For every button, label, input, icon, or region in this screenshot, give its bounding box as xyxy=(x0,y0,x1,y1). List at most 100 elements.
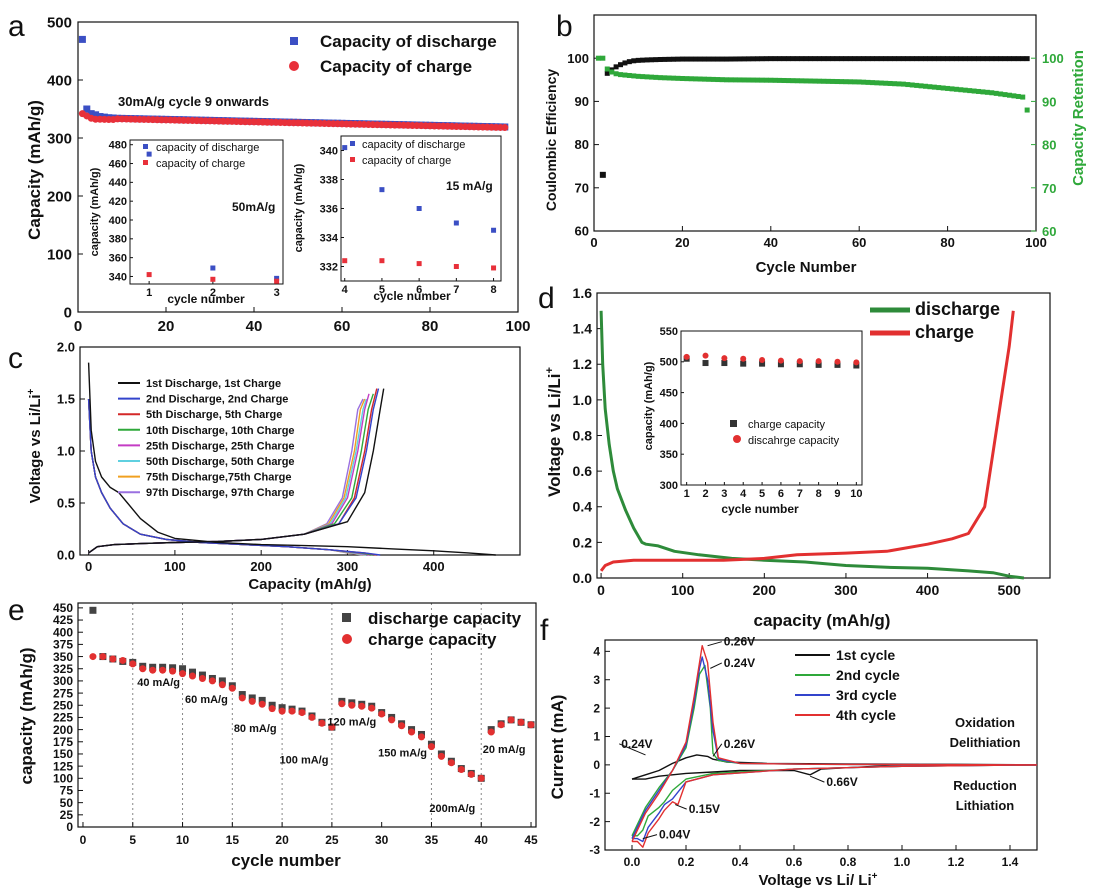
panel-f-annotation-leader xyxy=(675,804,687,810)
panel-b-retention-point xyxy=(918,83,924,89)
panel-c-legend-label: 97th Discharge, 97th Charge xyxy=(146,487,295,499)
panel-b-coulombic-point xyxy=(640,57,646,63)
panel-b-retention-point xyxy=(609,69,615,75)
panel-b-retention-point xyxy=(675,75,681,81)
panel-b-coulombic-point xyxy=(799,56,805,62)
panel-e-charge-point xyxy=(447,759,455,767)
panel-e-discharge-point xyxy=(218,677,226,685)
panel-e-charge-point xyxy=(418,733,425,741)
panel-d-y-tick-label: 1.4 xyxy=(573,321,593,337)
panel-b-retention-point xyxy=(595,55,601,61)
panel-label-c: c xyxy=(8,342,23,375)
panel-b-retention-point xyxy=(980,89,986,95)
panel-b-y2-tick-label: 90 xyxy=(1042,94,1056,109)
panel-e-x-tick-label: 15 xyxy=(226,833,240,847)
panel-d-inset-y-tick-label: 350 xyxy=(660,449,678,461)
panel-d-inset-charge-point xyxy=(721,360,728,367)
panel-f-legend-label: 1st cycle xyxy=(836,647,895,663)
panel-b-retention-point xyxy=(816,78,822,84)
panel-a-inset2-y-tick-label: 336 xyxy=(320,203,338,215)
panel-d-inset-x-tick-label: 3 xyxy=(721,488,727,500)
panel-b-coulombic-point xyxy=(666,56,672,62)
panel-b-retention-point xyxy=(940,85,946,91)
panel-e-frame xyxy=(77,602,537,828)
panel-f-x-tick-label: 1.0 xyxy=(894,855,911,869)
panel-a-inset2-y-tick-label: 338 xyxy=(320,174,338,186)
panel-a-inset1-y-tick-label: 360 xyxy=(109,252,127,264)
panel-b-coulombic-point xyxy=(878,56,884,62)
panel-e-charge-point xyxy=(497,721,505,729)
panel-b-coulombic-point xyxy=(794,56,800,62)
panel-d-y-axis-title-sup: + xyxy=(544,367,556,373)
panel-b-y2-tick-label: 100 xyxy=(1042,51,1064,66)
panel-b-retention-point xyxy=(883,80,889,86)
panel-e-charge-point xyxy=(119,656,127,664)
panel-e-y-tick-label: 400 xyxy=(53,625,73,639)
panel-e-charge-point xyxy=(159,666,167,674)
panel-b-retention-point xyxy=(640,74,646,80)
panel-c-y-axis-title-text: Voltage vs Li/Li xyxy=(27,394,44,503)
panel-a-inset2-charge-point xyxy=(491,265,497,271)
panel-e-y-tick-label: 75 xyxy=(60,784,74,798)
panel-b-coulombic-point xyxy=(1011,56,1017,62)
panel-b-coulombic-point xyxy=(808,56,814,62)
panel-a-inset2-annotation: 15 mA/g xyxy=(446,179,493,193)
panel-a-inset1-y-tick-label: 400 xyxy=(109,215,127,227)
panel-a-inset1-x-tick-label: 1 xyxy=(146,287,152,299)
panel-b-coulombic-point xyxy=(812,56,818,62)
panel-e-y-tick-label: 375 xyxy=(53,638,73,652)
panel-b-coulombic-point xyxy=(1020,56,1026,62)
panel-b-retention-point xyxy=(803,78,809,84)
panel-e-charge-point xyxy=(427,743,435,751)
panel-d-inset-y-tick-label: 400 xyxy=(660,418,678,430)
panel-b-coulombic-point xyxy=(790,56,796,62)
panel-b-y2-tick-label: 80 xyxy=(1042,138,1056,153)
panel-a-inset1-discharge-point xyxy=(274,275,280,281)
panel-b-coulombic-point xyxy=(993,56,999,62)
panel-b-retention-point xyxy=(874,80,880,86)
panel-label-b: b xyxy=(556,10,573,43)
panel-a-inset1-x-tick-label: 3 xyxy=(274,287,280,299)
panel-a-inset2-discharge-point xyxy=(491,227,497,233)
panel-b-coulombic-point xyxy=(839,56,845,62)
panel-e-x-tick-label: 30 xyxy=(375,833,389,847)
panel-b-retention-point xyxy=(759,77,765,83)
panel-b-retention-point xyxy=(865,79,871,85)
panel-a-frame xyxy=(77,21,519,313)
panel-a-inset2-charge-point xyxy=(453,264,459,269)
panel-a-inset1: 1 2 3 340 360 380 400 420 440 460 480 capacity (mA… xyxy=(89,139,284,306)
panel-a-y-tick-label: 100 xyxy=(47,246,72,263)
panel-b-coulombic-point xyxy=(909,56,915,62)
panel-b-retention-point xyxy=(755,77,761,83)
panel-c-legend-label: 50th Discharge, 50th Charge xyxy=(146,456,295,468)
panel-a-x-tick-label: 60 xyxy=(334,318,351,335)
panel-c-y-tick-label: 1.5 xyxy=(57,392,75,407)
panel-e-legend-marker-discharge xyxy=(342,613,351,622)
panel-b-retention-point xyxy=(900,81,906,87)
panel-a-y-axis-title: Capacity (mAh/g) xyxy=(25,100,44,240)
panel-e-legend-marker-charge xyxy=(342,634,352,644)
panel-a-inset1-y-title: capacity (mAh/g) xyxy=(89,167,101,256)
panel-d-inset-charge-point xyxy=(796,361,803,368)
panel-a-inset2-legend-discharge: capacity of discharge xyxy=(362,139,465,151)
panel-b-coulombic-point xyxy=(719,56,725,62)
panel-d-y-tick-label: 0.0 xyxy=(573,570,593,586)
panel-d-x-tick-label: 500 xyxy=(998,582,1022,598)
panel-b-retention-point xyxy=(909,82,915,88)
panel-f-x-tick-label: 0.8 xyxy=(840,855,857,869)
panel-b-coulombic-point xyxy=(905,56,911,62)
panel-b-retention-point xyxy=(737,77,743,83)
panel-b-coulombic-point xyxy=(803,56,809,62)
panel-b-coulombic-point xyxy=(976,56,982,62)
panel-e-y-tick-label: 275 xyxy=(53,686,73,700)
panel-f-x-tick-label: 0.6 xyxy=(786,855,803,869)
panel-b-coulombic-point xyxy=(967,56,973,62)
panel-e-discharge-point xyxy=(258,696,266,704)
panel-e-charge-point xyxy=(507,716,515,724)
panel-b-coulombic-point xyxy=(949,56,955,62)
panel-c-x-tick-label: 200 xyxy=(250,559,272,574)
panel-a-inset2-x-tick-label: 8 xyxy=(490,284,496,296)
panel-b-coulombic-point xyxy=(604,70,610,76)
panel-d-y-tick-label: 0.6 xyxy=(573,463,593,479)
